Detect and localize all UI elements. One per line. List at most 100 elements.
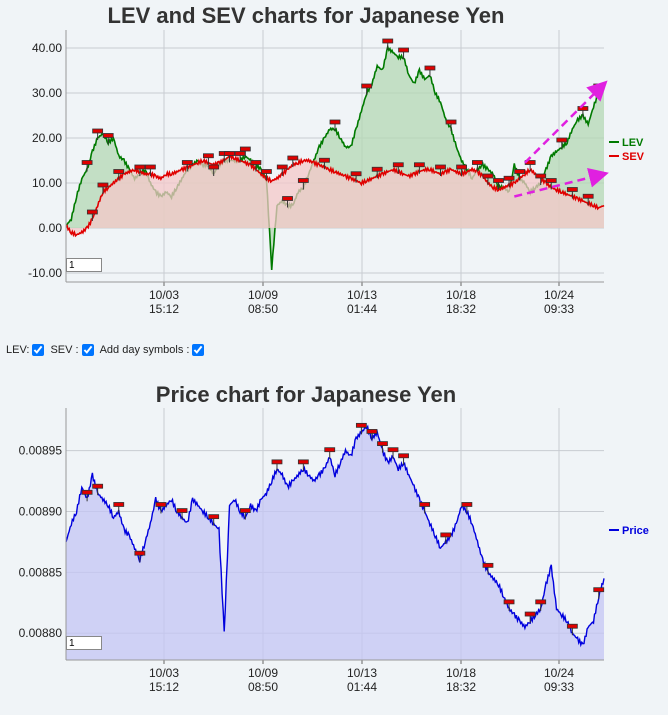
day-symbol-marker xyxy=(440,532,452,538)
day-symbol-marker xyxy=(514,169,526,174)
day-symbol-marker xyxy=(424,65,436,71)
day-symbol-marker xyxy=(134,550,146,556)
day-symbol-marker xyxy=(144,164,156,170)
day-symbol-marker xyxy=(81,160,93,165)
day-symbol-marker xyxy=(324,447,336,453)
y-tick-label: 20.00 xyxy=(32,131,62,145)
lev-sev-index-input[interactable] xyxy=(66,258,102,272)
x-tick-time: 09:33 xyxy=(544,680,574,694)
day-symbol-marker xyxy=(556,137,568,143)
day-symbol-marker xyxy=(503,599,515,605)
x-tick-time: 18:32 xyxy=(446,302,476,316)
day-symbol-marker xyxy=(134,164,146,170)
day-symbol-marker xyxy=(224,151,235,156)
day-symbol-marker xyxy=(472,160,483,165)
x-tick-date: 10/09 xyxy=(248,288,278,302)
sev-checkbox[interactable] xyxy=(81,344,94,356)
y-tick-label: 30.00 xyxy=(32,86,62,100)
lev-checkbox[interactable] xyxy=(32,344,45,356)
legend-label-price: Price xyxy=(622,525,649,537)
y-tick-label: 0.00890 xyxy=(19,504,63,518)
day-symbol-marker xyxy=(297,178,309,183)
day-symbol-marker xyxy=(582,193,594,199)
day-symbol-marker xyxy=(456,164,467,170)
x-tick-time: 01:44 xyxy=(347,302,377,316)
day-symbol-marker xyxy=(361,83,373,89)
x-tick-time: 18:32 xyxy=(446,680,476,694)
day-symbol-marker xyxy=(493,178,504,183)
lev-sev-chart: LEV and SEV charts for Japanese Yen 40.00… xyxy=(0,0,668,345)
x-tick-date: 10/24 xyxy=(544,288,574,302)
x-tick-date: 10/18 xyxy=(446,666,476,680)
day-symbol-marker xyxy=(482,173,494,179)
day-symbol-marker xyxy=(155,502,167,507)
series-line-price xyxy=(65,424,605,648)
chart-title: LEV and SEV charts for Japanese Yen xyxy=(108,3,505,28)
day-symbol-marker xyxy=(566,623,578,629)
day-symbol-marker xyxy=(461,502,473,507)
day-symbol-marker xyxy=(382,38,394,44)
day-symbol-marker xyxy=(234,151,246,156)
day-symbol-marker xyxy=(413,162,425,168)
day-symbol-marker xyxy=(208,164,220,170)
day-symbol-marker xyxy=(566,187,578,192)
y-tick-label: 0.00880 xyxy=(19,626,63,640)
day-symbol-marker xyxy=(577,106,589,111)
day-symbol-marker xyxy=(261,169,272,174)
day-symbol-marker xyxy=(81,489,93,495)
series-toggles: LEV: SEV : Add day symbols : xyxy=(6,344,208,356)
day-symbol-marker xyxy=(535,599,547,605)
day-symbols-toggle-label: Add day symbols : xyxy=(99,344,190,356)
y-tick-label: -10.00 xyxy=(28,266,62,280)
x-tick-date: 10/09 xyxy=(248,666,278,680)
day-symbol-marker xyxy=(176,508,188,513)
day-symbol-marker xyxy=(208,514,220,520)
day-symbol-marker xyxy=(319,157,330,163)
x-tick-time: 08:50 xyxy=(248,302,278,316)
day-symbol-marker xyxy=(97,182,109,188)
day-symbols-checkbox[interactable] xyxy=(192,344,205,356)
day-symbol-marker xyxy=(276,164,288,170)
chart-title: Price chart for Japanese Yen xyxy=(156,382,456,407)
day-symbol-marker xyxy=(355,422,367,428)
day-symbol-marker xyxy=(113,169,125,174)
day-symbol-marker xyxy=(398,453,409,459)
y-tick-label: 10.00 xyxy=(32,176,62,190)
lev-sev-chart-svg: LEV and SEV charts for Japanese Yen 40.00… xyxy=(28,3,645,316)
day-symbol-marker xyxy=(239,146,251,152)
day-symbol-marker xyxy=(524,611,536,617)
day-symbol-marker xyxy=(271,459,283,465)
price-chart: Price chart for Japanese Yen 0.00895 0.008… xyxy=(0,378,668,715)
legend-label-sev: SEV xyxy=(622,151,645,163)
lev-toggle-label: LEV: xyxy=(6,344,30,356)
y-tick-label: 0.00895 xyxy=(19,444,63,458)
day-symbol-marker xyxy=(250,160,262,165)
day-symbol-marker xyxy=(482,562,494,568)
x-tick-date: 10/03 xyxy=(149,666,179,680)
day-symbol-marker xyxy=(445,119,457,125)
day-symbol-marker xyxy=(113,502,125,507)
series-line-sev xyxy=(65,152,605,238)
day-symbol-marker xyxy=(435,164,446,170)
legend-label-lev: LEV xyxy=(622,137,644,149)
y-tick-label: 0.00885 xyxy=(19,565,63,579)
day-symbol-marker xyxy=(392,162,404,168)
price-index-input[interactable] xyxy=(66,636,102,650)
x-tick-date: 10/24 xyxy=(544,666,574,680)
day-symbol-marker xyxy=(239,508,251,513)
series-area-sev xyxy=(66,155,604,236)
day-symbol-marker xyxy=(86,209,98,215)
day-symbol-marker xyxy=(297,459,309,465)
day-symbol-marker xyxy=(387,447,399,453)
annotation-arrow xyxy=(524,80,608,164)
day-symbol-marker xyxy=(350,171,362,177)
day-symbol-marker xyxy=(203,153,214,159)
x-tick-time: 08:50 xyxy=(248,680,278,694)
series-area-price xyxy=(66,426,604,660)
x-tick-time: 09:33 xyxy=(544,302,574,316)
x-tick-date: 10/03 xyxy=(149,288,179,302)
x-tick-date: 10/13 xyxy=(347,666,377,680)
day-symbol-marker xyxy=(102,133,114,138)
day-symbol-marker xyxy=(287,155,299,161)
day-symbol-marker xyxy=(503,175,515,181)
